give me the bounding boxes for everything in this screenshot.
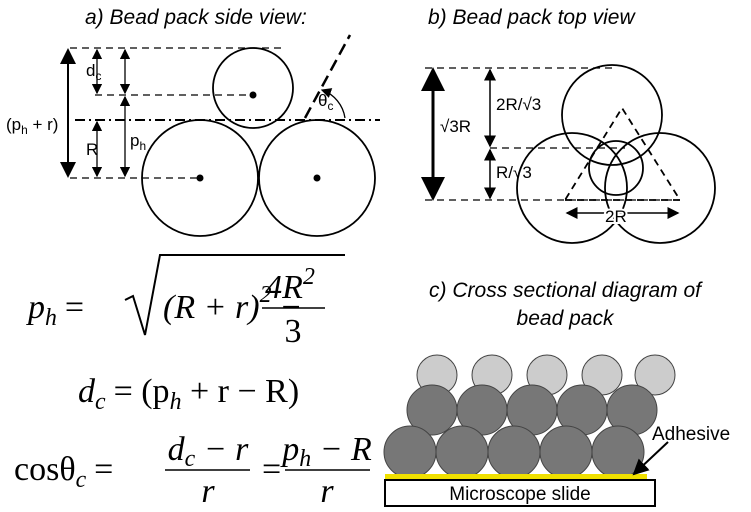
text: r <box>320 473 334 510</box>
text: c <box>76 467 87 493</box>
text: h <box>170 389 182 415</box>
label-r: R <box>86 140 98 159</box>
text: 2 <box>260 282 272 308</box>
text: (p <box>6 115 21 134</box>
label-theta: θc <box>318 91 333 113</box>
text: h <box>139 139 146 153</box>
text: = <box>65 289 84 326</box>
text: (R + r) <box>163 289 260 326</box>
text: − R <box>311 431 372 468</box>
text: − r <box>195 431 249 468</box>
text: = <box>262 451 281 488</box>
label-sqrt3r: √3R <box>440 117 471 136</box>
text: d <box>78 373 96 410</box>
text: p <box>280 431 299 468</box>
text: h <box>45 305 57 331</box>
panel-b-title: b) Bead pack top view <box>428 6 636 29</box>
svg-text:(R + r)2−: (R + r)2− <box>163 282 301 326</box>
text: p <box>130 131 139 150</box>
text: c <box>185 446 196 472</box>
text: + r) <box>28 115 59 134</box>
text: d <box>86 61 95 80</box>
text: 4R <box>265 269 303 306</box>
panel-c-title: bead pack <box>517 307 615 330</box>
panel-a-title: a) Bead pack side view: <box>85 6 307 29</box>
slide-label: Microscope slide <box>449 484 591 505</box>
text: h <box>299 446 311 472</box>
text: c <box>95 389 106 415</box>
top-view-drawing <box>421 64 716 244</box>
equation-dc: dc = (ph + r − R) <box>78 373 299 415</box>
text: 3 <box>285 313 302 350</box>
text: c <box>95 69 101 83</box>
equation-theta: cosθc = dc − r r = ph − R r <box>14 431 372 510</box>
text: d <box>168 431 186 468</box>
label-r-sqrt3: R/√3 <box>496 163 532 182</box>
text: h <box>21 123 28 137</box>
text: r <box>201 473 215 510</box>
cross-section-drawing <box>383 354 676 507</box>
svg-text:dc= (ph + r − R): dc = (ph + r − R) <box>78 373 299 415</box>
label-2r: 2R <box>605 207 627 226</box>
label-dc: dc <box>86 61 101 83</box>
text: = <box>94 451 113 488</box>
text: θ <box>318 91 327 110</box>
text: 2 <box>303 264 315 290</box>
svg-text:dc − r: dc − r <box>168 431 250 472</box>
label-2r-sqrt3: 2R/√3 <box>496 95 541 114</box>
side-view-drawing <box>60 34 380 237</box>
text: cosθ <box>14 451 76 488</box>
panel-c-title: c) Cross sectional diagram of <box>429 279 703 302</box>
svg-text:ph=: ph = <box>26 289 84 331</box>
text: p <box>26 289 45 326</box>
svg-text:cosθc=: cosθc = <box>14 451 113 493</box>
equation-ph: ph = (R + r)2− 4R2 3 <box>26 254 345 350</box>
text: c <box>327 99 333 113</box>
svg-text:ph − R: ph − R <box>280 431 372 472</box>
adhesive-label: Adhesive <box>652 424 730 445</box>
svg-text:4R2: 4R2 <box>265 264 315 306</box>
label-ph: ph <box>130 131 146 153</box>
label-ph-r: (ph + r) <box>6 115 58 137</box>
text: + r − R) <box>181 373 299 410</box>
text: = (p <box>114 373 170 410</box>
